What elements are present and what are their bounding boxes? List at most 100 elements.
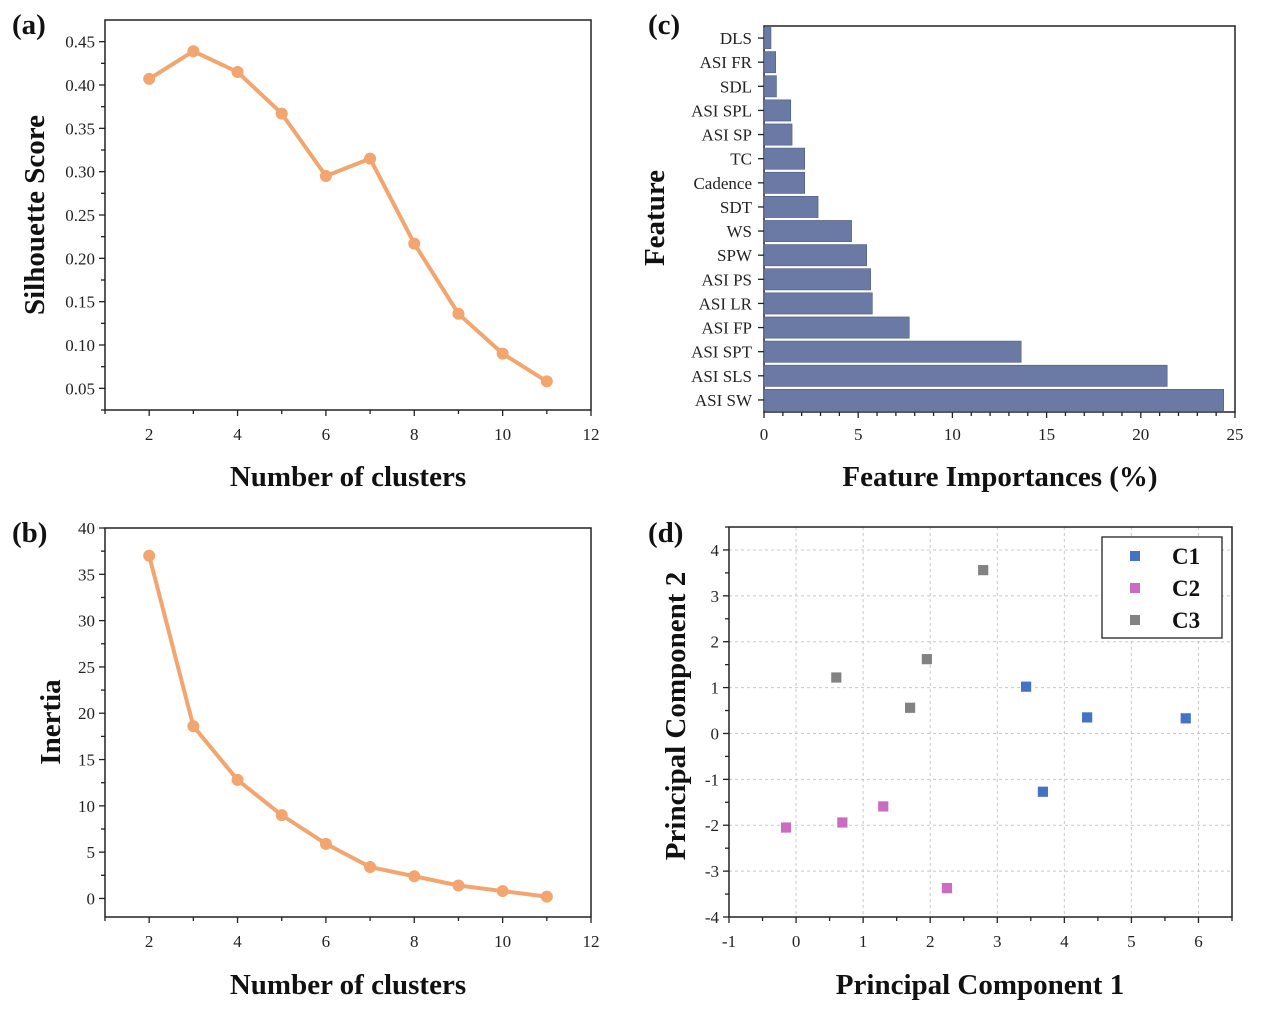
feature-label: ASI PS [701, 270, 752, 289]
feature-bar [763, 364, 1168, 387]
feature-bar [763, 147, 805, 170]
plot-frame [728, 526, 1233, 918]
data-point [364, 860, 377, 873]
feature-label: ASI SLS [691, 367, 752, 386]
feature-bar [763, 99, 792, 122]
x-tick-label: 6 [1194, 932, 1203, 951]
y-tick-label: 15 [78, 751, 95, 770]
x-tick-label: 4 [233, 425, 242, 444]
x-tick-label: 12 [583, 932, 600, 951]
panel-c-y-axis-title: Feature [639, 170, 671, 266]
panel-c-plot-area: DLS ASI FR SDL ASI SPL ASI SP TC Cadence SDT WS S… [691, 25, 1244, 444]
scatter-point-c2 [836, 816, 849, 829]
series-line [148, 49, 548, 384]
feature-bar [763, 220, 852, 242]
feature-label: SDT [720, 198, 753, 217]
x-tick-label: 12 [583, 425, 600, 444]
y-tick-label: -2 [705, 816, 719, 835]
panel-a-plot-area: 2 4 6 8 10 12 0.05 0.10 0.15 0.20 0.25 0.30 0.35 0.40… [65, 19, 600, 444]
y-tick-label: 0.10 [65, 336, 95, 355]
panel-a-x-axis-title: Number of clusters [230, 461, 466, 493]
feature-bar [763, 389, 1224, 411]
y-tick-label: 0.20 [65, 249, 95, 268]
y-tick-label: 5 [87, 843, 96, 862]
x-tick-label: 4 [1060, 932, 1069, 951]
feature-bar [763, 51, 776, 74]
panel-c-x-axis-title: Feature Importances (%) [842, 461, 1157, 493]
data-point [496, 347, 509, 360]
x-tick-label: 15 [1038, 425, 1055, 444]
data-point [408, 237, 421, 250]
data-point [408, 870, 421, 883]
y-tick-label: 10 [78, 797, 95, 816]
feature-label: Cadence [693, 174, 752, 193]
plot-frame [104, 527, 592, 918]
y-tick-label: 0.15 [65, 293, 95, 312]
scatter-point-c1 [1036, 785, 1049, 798]
scatter-point-c3 [920, 653, 933, 666]
scatter-point-c3 [904, 701, 916, 714]
y-tick-label: -1 [705, 770, 719, 789]
panel-a-y-axis-title: Silhouette Score [19, 115, 51, 315]
data-point [496, 885, 509, 898]
scatter-point-c1 [1179, 712, 1192, 725]
scatter-point-c3 [830, 671, 843, 684]
data-point [452, 307, 465, 320]
feature-bar [763, 316, 910, 339]
feature-bar [763, 292, 873, 315]
panel-d-label: (d) [648, 517, 683, 549]
x-tick-label: 2 [926, 932, 935, 951]
feature-label: ASI LR [699, 294, 753, 313]
y-tick-label: 3 [711, 587, 720, 606]
y-tick-label: 0.05 [65, 379, 95, 398]
data-point [143, 72, 156, 85]
y-tick-label: -3 [705, 862, 719, 881]
feature-label: DLS [720, 29, 752, 48]
legend-swatch-c2 [1130, 583, 1140, 593]
x-tick-label: 2 [145, 932, 154, 951]
feature-bar [763, 171, 805, 194]
y-tick-label: 40 [78, 519, 95, 538]
data-point [231, 66, 244, 78]
panel-c-label: (c) [648, 9, 680, 41]
x-tick-label: 0 [792, 932, 801, 951]
y-tick-label: 4 [711, 541, 720, 560]
panel-b-inertia-chart: (b) 2 4 6 8 10 12 0 5 10 15 20 25 30 35 40 Number of c… [12, 517, 600, 1001]
data-point [319, 837, 332, 850]
feature-bar [763, 123, 793, 146]
y-tick-label: -4 [705, 908, 720, 927]
x-tick-label: 8 [410, 425, 419, 444]
x-tick-label: 4 [233, 932, 242, 951]
feature-label: ASI SP [701, 126, 752, 145]
scatter-point-c1 [1020, 680, 1033, 693]
panel-b-label: (b) [12, 517, 47, 549]
y-tick-label: 0.45 [65, 33, 95, 52]
legend-box [1101, 536, 1223, 639]
data-point [540, 375, 553, 388]
feature-label: TC [730, 150, 752, 169]
x-tick-label: 20 [1132, 425, 1149, 444]
scatter-point-c2 [877, 800, 890, 813]
panel-c-feature-importance-chart: (c) DLS ASI FR SDL ASI SPL ASI SP TC Cadence SD… [639, 9, 1244, 493]
y-tick-label: 0 [87, 889, 96, 908]
data-point [540, 890, 553, 903]
feature-bar [763, 340, 1022, 363]
x-tick-label: 0 [760, 425, 769, 444]
x-tick-label: 10 [494, 932, 511, 951]
y-tick-label: 0.40 [65, 76, 95, 95]
data-point [275, 107, 288, 120]
plot-frame [104, 19, 592, 411]
series-line [147, 555, 548, 899]
feature-label: ASI FP [701, 319, 752, 338]
x-tick-label: 5 [1127, 932, 1136, 951]
panel-b-plot-area: 2 4 6 8 10 12 0 5 10 15 20 25 30 35 40 [78, 519, 600, 951]
panel-d-y-axis-title: Principal Component 2 [660, 572, 692, 860]
scatter-point-c3 [977, 564, 990, 577]
feature-label: SPW [717, 246, 753, 265]
feature-label: ASI FR [700, 53, 753, 72]
x-tick-label: 25 [1227, 425, 1244, 444]
x-tick-label: 2 [145, 425, 154, 444]
scatter-point-c1 [1081, 711, 1094, 724]
plot-frame [763, 25, 1236, 413]
data-point [143, 549, 156, 562]
